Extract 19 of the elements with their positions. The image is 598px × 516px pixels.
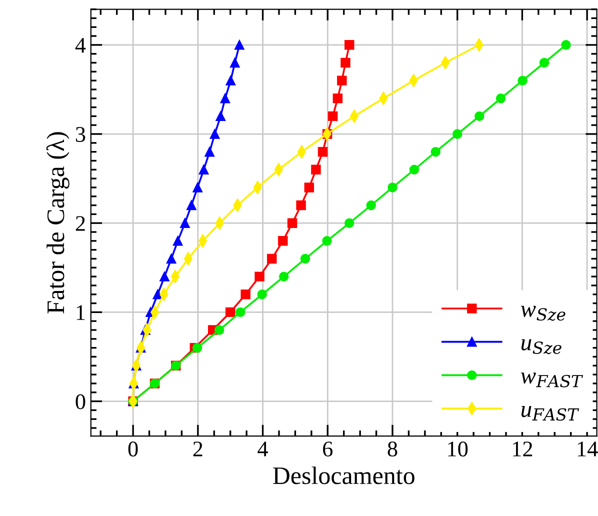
y-tick-label: 3 bbox=[76, 127, 86, 142]
y-tick-label: 4 bbox=[75, 38, 86, 53]
x-tick-label: 4 bbox=[258, 442, 268, 456]
y-tick-label: 1 bbox=[76, 305, 85, 320]
x-tick-label: 12 bbox=[513, 442, 532, 456]
y-tick-label: 0 bbox=[76, 394, 86, 410]
x-axis-title: Deslocamento bbox=[273, 466, 414, 484]
legend-label: u$_{FAST}$ bbox=[521, 406, 580, 421]
x-tick-label: 2 bbox=[193, 442, 202, 456]
y-axis-title: Fator de Carga (λ) bbox=[46, 132, 70, 314]
x-tick-label: 6 bbox=[323, 442, 333, 457]
x-tick-label: 0 bbox=[128, 442, 138, 457]
legend-label: w$_{FAST}$ bbox=[520, 372, 584, 388]
legend-label: u$_{Sze}$ bbox=[521, 339, 562, 354]
x-tick-label: 8 bbox=[388, 442, 398, 457]
x-tick-label: 10 bbox=[448, 442, 468, 457]
y-tick-label: 2 bbox=[76, 216, 85, 231]
legend-label: w$_{Sze}$ bbox=[520, 306, 566, 321]
x-tick-label: 14 bbox=[578, 442, 598, 456]
